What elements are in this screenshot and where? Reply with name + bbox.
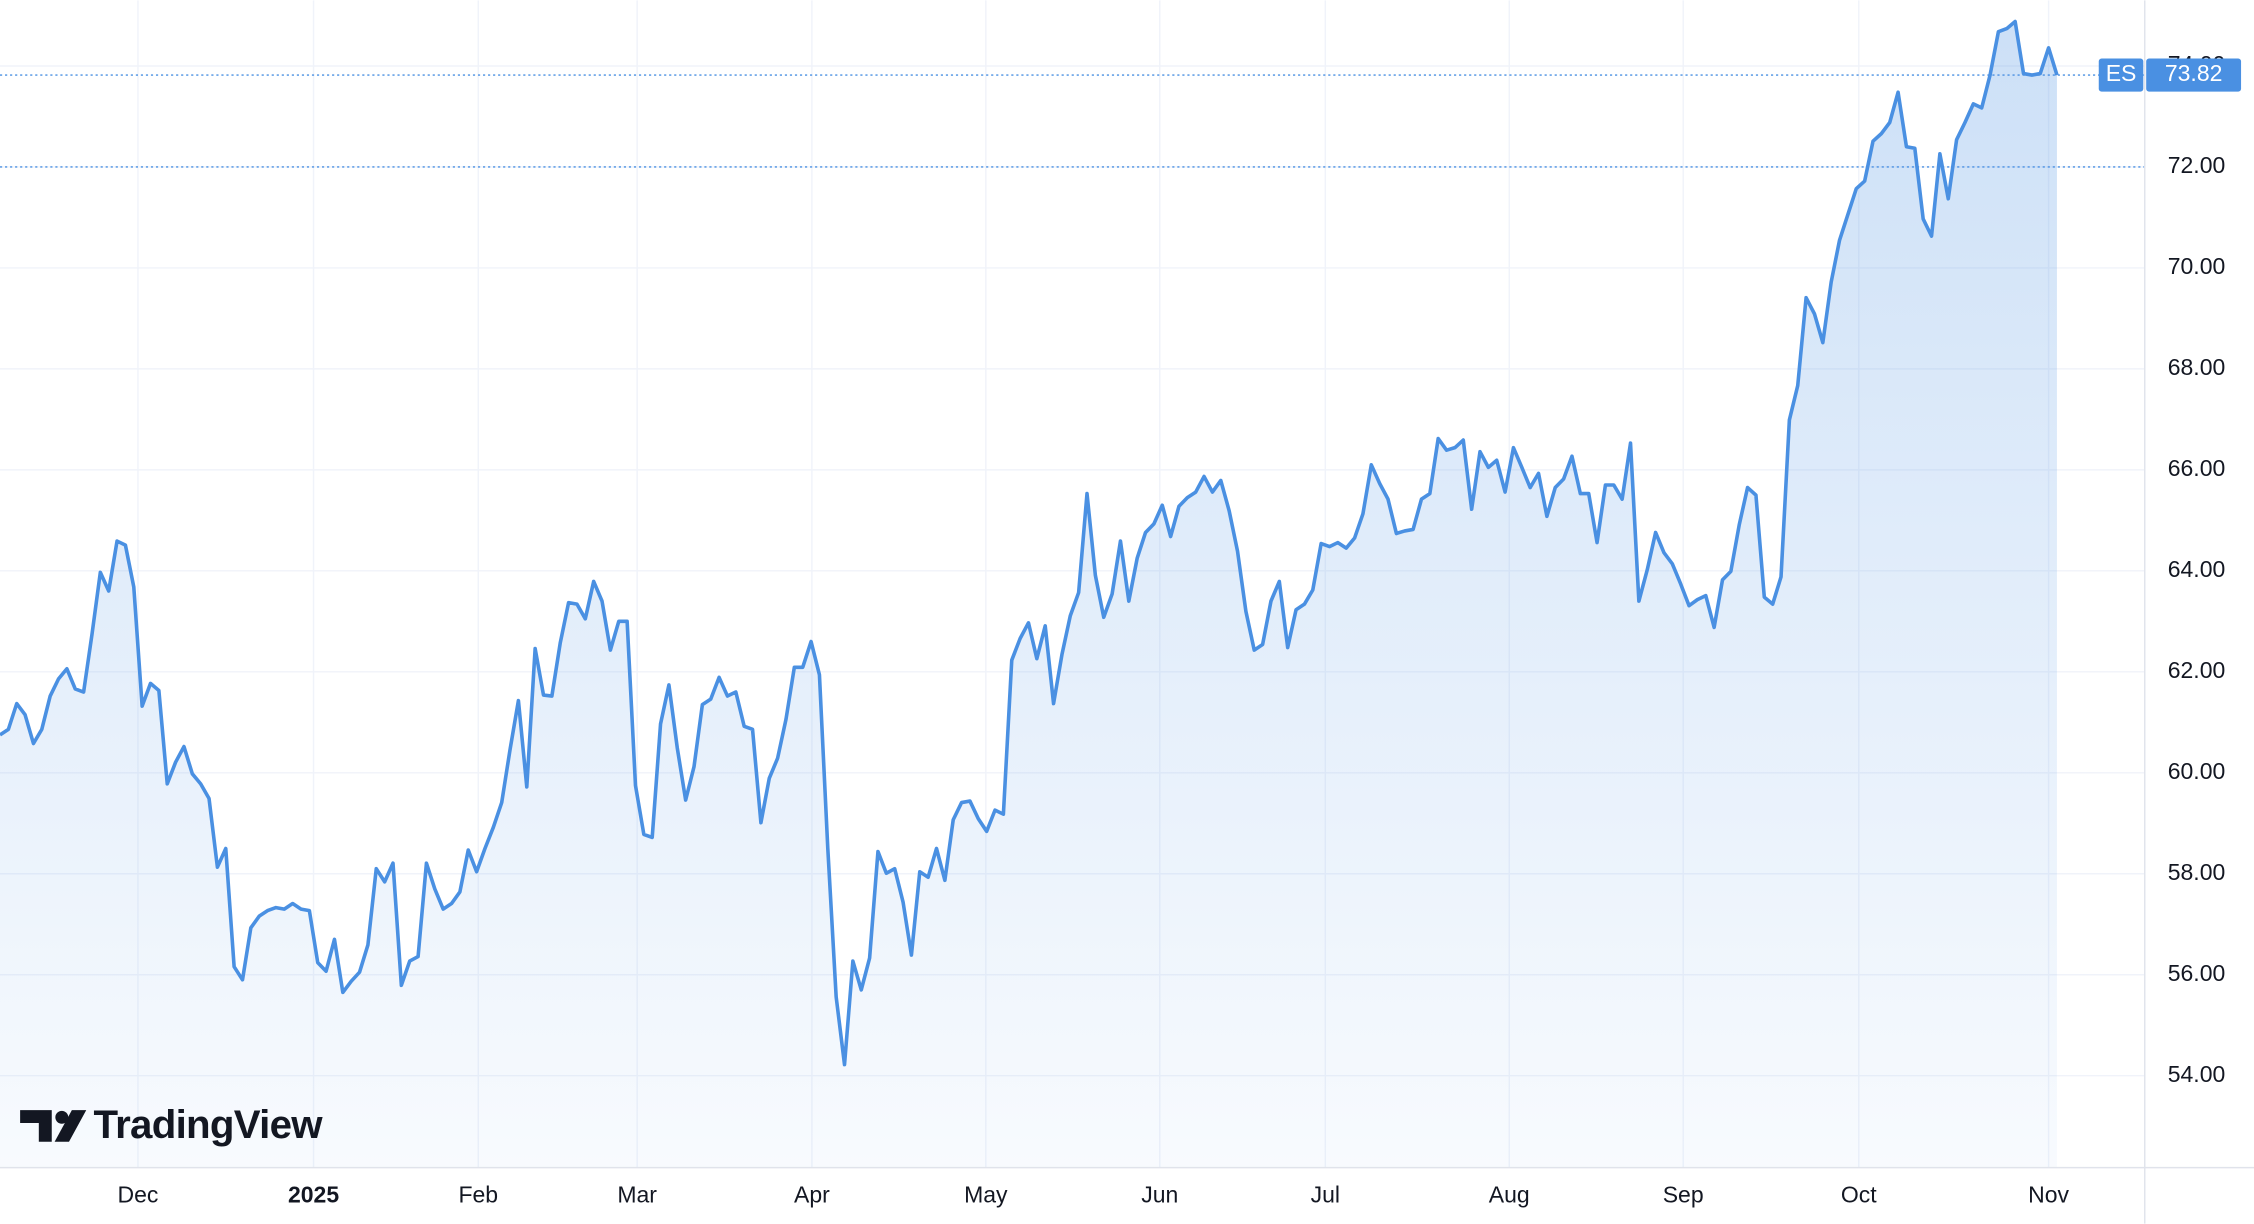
symbol-label: ES bbox=[2106, 60, 2137, 86]
x-tick-label: Jun bbox=[1141, 1181, 1178, 1207]
y-tick-label: 58.00 bbox=[2168, 859, 2226, 885]
y-tick-label: 64.00 bbox=[2168, 556, 2226, 582]
x-tick-label: Jul bbox=[1311, 1181, 1340, 1207]
x-tick-label: 2025 bbox=[288, 1181, 339, 1207]
y-tick-label: 70.00 bbox=[2168, 253, 2226, 279]
x-tick-label: Nov bbox=[2028, 1181, 2069, 1207]
x-tick-label: Apr bbox=[794, 1181, 830, 1207]
logo-mark bbox=[55, 1110, 69, 1124]
watermark: TradingView bbox=[20, 1102, 324, 1147]
axes: 54.00 56.00 58.00 60.00 62.00 64.00 66.00 68.00… bbox=[118, 51, 2226, 1207]
x-tick-label: Feb bbox=[458, 1181, 498, 1207]
logo-mark bbox=[20, 1110, 52, 1142]
x-tick-label: Oct bbox=[1841, 1181, 1877, 1207]
x-tick-label: Dec bbox=[118, 1181, 159, 1207]
area-fill bbox=[0, 21, 2057, 1168]
y-tick-label: 56.00 bbox=[2168, 960, 2226, 986]
last-price-badge bbox=[2146, 58, 2242, 92]
y-tick-label: 66.00 bbox=[2168, 455, 2226, 481]
x-tick-label: Sep bbox=[1663, 1181, 1704, 1207]
x-tick-label: May bbox=[964, 1181, 1008, 1207]
x-tick-label: Aug bbox=[1489, 1181, 1530, 1207]
price-line bbox=[0, 19, 2059, 1067]
last-price-label: 73.82 bbox=[2165, 60, 2223, 86]
symbol-badge bbox=[2098, 58, 2144, 92]
plot-area bbox=[0, 19, 2145, 1168]
y-tick-label: 60.00 bbox=[2168, 758, 2226, 784]
watermark-text: TradingView bbox=[93, 1102, 323, 1147]
price-labels: ES 73.82 bbox=[2098, 58, 2242, 92]
x-tick-label: Mar bbox=[617, 1181, 657, 1207]
logo-mark bbox=[54, 1110, 87, 1142]
y-tick-label: 72.00 bbox=[2168, 152, 2226, 178]
y-tick-label: 68.00 bbox=[2168, 354, 2226, 380]
y-tick-label: 54.00 bbox=[2168, 1061, 2226, 1087]
y-tick-label: 62.00 bbox=[2168, 657, 2226, 683]
